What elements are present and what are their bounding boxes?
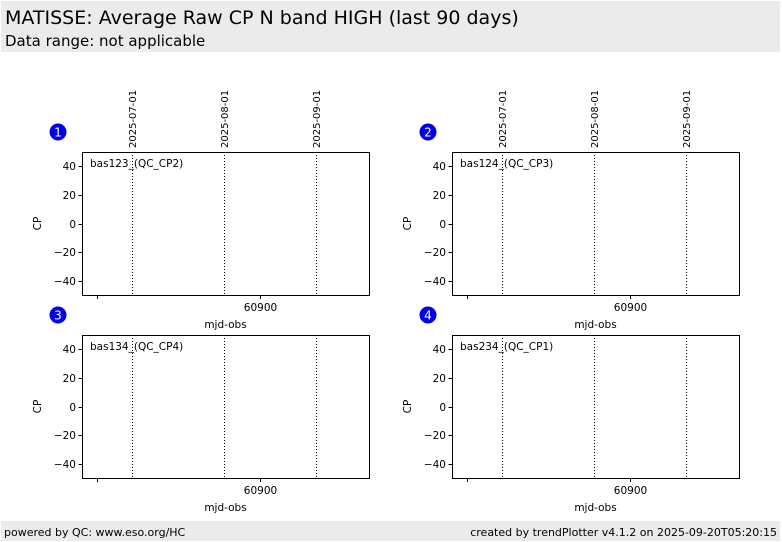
y-axis-label: CP xyxy=(32,400,44,414)
panel-badge-circle xyxy=(419,123,437,141)
x-axis-label: mjd-obs xyxy=(204,502,246,514)
date-marker-label: 2025-09-01 xyxy=(312,90,323,148)
y-tick-label: 20 xyxy=(63,190,76,202)
chart-panel-2: 2025-07-01 2025-08-01 2025-09-01 40 20 0 −20 −4… xyxy=(402,90,740,331)
panel-badge-circle xyxy=(49,123,67,141)
date-marker-label: 2025-08-01 xyxy=(590,90,601,148)
chart-panel-1: 2025-07-01 2025-08-01 2025-09-01 40 20 0 −20 −4… xyxy=(32,90,370,331)
series-label: bas124_(QC_CP3) xyxy=(460,158,553,170)
series-label: bas123_(QC_CP2) xyxy=(90,158,183,170)
date-marker-label: 2025-08-01 xyxy=(220,90,231,148)
series-label: bas234_(QC_CP1) xyxy=(460,341,553,353)
panel-badge-number: 3 xyxy=(54,309,62,323)
y-tick-label: 20 xyxy=(433,373,446,385)
plot-frame xyxy=(452,152,740,296)
y-tick-label: −40 xyxy=(424,276,446,288)
x-axis-label: mjd-obs xyxy=(204,319,246,331)
y-axis-label: CP xyxy=(402,217,414,231)
footer-credit: powered by QC: www.eso.org/HC xyxy=(4,526,186,539)
y-tick-label: 0 xyxy=(439,402,446,414)
footer-created: created by trendPlotter v4.1.2 on 2025-0… xyxy=(470,526,777,539)
y-tick-label: 0 xyxy=(69,402,76,414)
y-tick-label: 20 xyxy=(433,190,446,202)
y-axis-label: CP xyxy=(32,217,44,231)
y-tick-label: −40 xyxy=(54,459,76,471)
date-marker-label: 2025-09-01 xyxy=(682,90,693,148)
date-marker-label: 2025-07-01 xyxy=(128,90,139,148)
y-tick-label: 40 xyxy=(433,344,446,356)
chart-panel-4: 40 20 0 −20 −40 60900 mjd-obs CP bas234_(QC_CP1)… xyxy=(402,306,740,514)
page-subtitle: Data range: not applicable xyxy=(5,32,206,50)
x-axis-label: mjd-obs xyxy=(574,319,616,331)
y-tick-label: 40 xyxy=(63,344,76,356)
y-tick-label: −20 xyxy=(54,430,76,442)
y-tick-label: −20 xyxy=(424,247,446,259)
y-tick-label: −40 xyxy=(54,276,76,288)
plot-frame xyxy=(82,335,370,479)
page-title: MATISSE: Average Raw CP N band HIGH (las… xyxy=(5,7,519,29)
x-tick-label: 60900 xyxy=(614,485,647,497)
y-tick-label: 20 xyxy=(63,373,76,385)
panel-badge-number: 4 xyxy=(424,309,432,323)
plot-frame xyxy=(452,335,740,479)
x-tick-label: 60900 xyxy=(244,302,277,314)
panel-badge-circle xyxy=(419,306,437,324)
x-tick-label: 60900 xyxy=(244,485,277,497)
panel-badge-number: 2 xyxy=(424,126,432,140)
y-tick-label: 40 xyxy=(63,161,76,173)
y-tick-label: 40 xyxy=(433,161,446,173)
y-tick-label: 0 xyxy=(69,219,76,231)
report-header: MATISSE: Average Raw CP N band HIGH (las… xyxy=(1,1,780,52)
y-axis-label: CP xyxy=(402,400,414,414)
y-tick-label: −20 xyxy=(54,247,76,259)
panel-badge-circle xyxy=(49,306,67,324)
y-tick-label: 0 xyxy=(439,219,446,231)
plot-frame xyxy=(82,152,370,296)
report-footer: powered by QC: www.eso.org/HC created by… xyxy=(1,521,780,541)
chart-panel-3: 40 20 0 −20 −40 60900 mjd-obs CP bas134_(QC_CP4)… xyxy=(32,306,370,514)
panel-badge-number: 1 xyxy=(54,126,62,140)
date-marker-label: 2025-07-01 xyxy=(498,90,509,148)
y-tick-label: −40 xyxy=(424,459,446,471)
x-tick-label: 60900 xyxy=(614,302,647,314)
y-tick-label: −20 xyxy=(424,430,446,442)
series-label: bas134_(QC_CP4) xyxy=(90,341,183,353)
x-axis-label: mjd-obs xyxy=(574,502,616,514)
